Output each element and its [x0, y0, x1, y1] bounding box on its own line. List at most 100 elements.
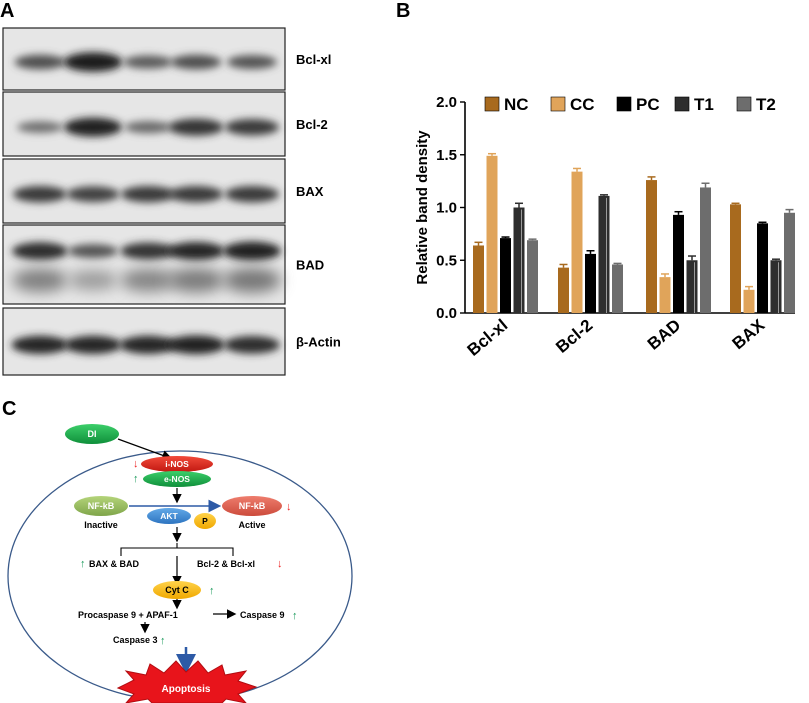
blot-band — [66, 186, 120, 203]
di-label: DI — [88, 429, 97, 439]
cell-membrane — [7, 450, 353, 702]
di-node — [65, 424, 119, 444]
caspase9-up-arrow-icon: ↑ — [292, 610, 298, 622]
blot-band — [227, 55, 277, 70]
x-tick-label: BAX — [729, 315, 769, 353]
p-label: P — [202, 516, 208, 526]
blot-band — [13, 186, 67, 203]
x-tick-label: Bcl-2 — [552, 316, 596, 357]
blot-band — [224, 336, 280, 354]
y-tick-label: 1.0 — [436, 200, 457, 217]
blot-band — [64, 335, 122, 354]
y-tick-label: 0.0 — [436, 305, 457, 322]
bar — [571, 171, 583, 313]
bar — [770, 260, 782, 313]
bar — [612, 264, 623, 313]
inactive-label: Inactive — [84, 520, 118, 530]
inos-node — [141, 456, 213, 472]
nfkb-down-arrow-icon: ↓ — [286, 501, 292, 513]
blot-band — [223, 267, 281, 293]
blot-band — [168, 118, 224, 136]
apoptosis-pathway-diagram: DI i-NOS e-NOS ↓ ↑ NF-kB Inactive NF-kB … — [7, 424, 353, 703]
nfkb-active-node — [222, 496, 282, 516]
cytc-node — [153, 581, 201, 599]
panel-letter-c: C — [2, 398, 17, 420]
y-tick-label: 0.5 — [436, 252, 457, 269]
cytc-label: Cyt C — [165, 585, 189, 595]
bar — [757, 223, 768, 313]
p-node — [194, 513, 216, 529]
blot-band — [68, 244, 118, 259]
western-blot-panel: Bcl-xl Bcl-2 BAX BAD β-Actin — [2, 27, 341, 376]
bar — [527, 240, 538, 313]
bar — [500, 238, 511, 313]
akt-node — [147, 508, 191, 524]
x-tick-label: BAD — [644, 316, 684, 354]
blot-label: BAD — [296, 258, 324, 273]
inos-label: i-NOS — [165, 459, 189, 469]
legend-swatch — [674, 96, 690, 112]
x-tick-label: Bcl-xl — [464, 316, 512, 360]
bar — [673, 214, 684, 313]
nfkb-right-label: NF-kB — [239, 501, 266, 511]
apoptosis-burst-icon — [116, 660, 258, 703]
di-arrow — [117, 438, 173, 461]
blot-band — [170, 54, 222, 70]
enos-node — [143, 471, 211, 487]
legend-label: PC — [636, 95, 660, 114]
apoptosis-label: Apoptosis — [162, 684, 211, 695]
blot-band — [12, 242, 68, 260]
blot-label: Bcl-xl — [296, 52, 331, 67]
blot-band — [120, 242, 176, 260]
blot-band — [68, 270, 118, 291]
split-bracket — [120, 547, 234, 556]
bcl-down-arrow-icon: ↓ — [277, 558, 283, 570]
blot-band — [11, 335, 69, 354]
enos-up-arrow-icon: ↑ — [133, 473, 139, 485]
bar — [700, 187, 711, 313]
blot-strip — [2, 224, 286, 305]
blot-band — [169, 186, 223, 203]
enos-label: e-NOS — [164, 474, 190, 484]
blot-band — [124, 121, 172, 134]
panel-letter-b: B — [396, 0, 411, 22]
y-tick-label: 2.0 — [436, 94, 457, 111]
blot-band — [167, 241, 225, 261]
y-axis-label: Relative band density — [414, 130, 431, 285]
y-tick-label: 1.5 — [436, 147, 457, 164]
blot-band — [120, 268, 176, 292]
nfkb-inactive-node — [74, 496, 128, 516]
procaspase-label: Procaspase 9 + APAF-1 — [78, 610, 178, 620]
legend-label: NC — [504, 95, 529, 114]
legend-label: T1 — [694, 95, 714, 114]
bax-bad-up-arrow-icon: ↑ — [80, 558, 86, 570]
band-density-chart: 0.0 0.5 1.0 1.5 2.0 Relative band density Bcl-… — [414, 94, 795, 360]
caspase3-up-arrow-icon: ↑ — [160, 635, 166, 647]
bax-bad-label: BAX & BAD — [89, 559, 140, 569]
blot-band — [225, 119, 279, 136]
blot-band — [64, 117, 122, 137]
caspase3-label: Caspase 3 — [113, 635, 158, 645]
bcl-label: Bcl-2 & Bcl-xl — [197, 559, 255, 569]
blot-band — [225, 186, 279, 203]
bar — [513, 207, 525, 313]
bar — [730, 204, 741, 313]
legend-label: T2 — [756, 95, 776, 114]
legend-swatch — [736, 96, 752, 112]
blot-band — [63, 52, 123, 72]
legend-swatch — [484, 96, 500, 112]
blot-label: Bcl-2 — [296, 117, 328, 132]
blot-band — [123, 55, 173, 69]
active-label: Active — [238, 520, 265, 530]
legend-label: CC — [570, 95, 595, 114]
akt-label: AKT — [160, 511, 178, 521]
blot-label: β-Actin — [296, 335, 341, 350]
legend-swatch — [550, 96, 566, 112]
blot-label: BAX — [296, 184, 324, 199]
panel-letter-a: A — [0, 0, 15, 22]
bar — [486, 155, 498, 313]
blot-band — [121, 186, 175, 203]
blot-band — [223, 241, 281, 261]
bar — [585, 253, 596, 313]
blot-band — [17, 121, 63, 133]
